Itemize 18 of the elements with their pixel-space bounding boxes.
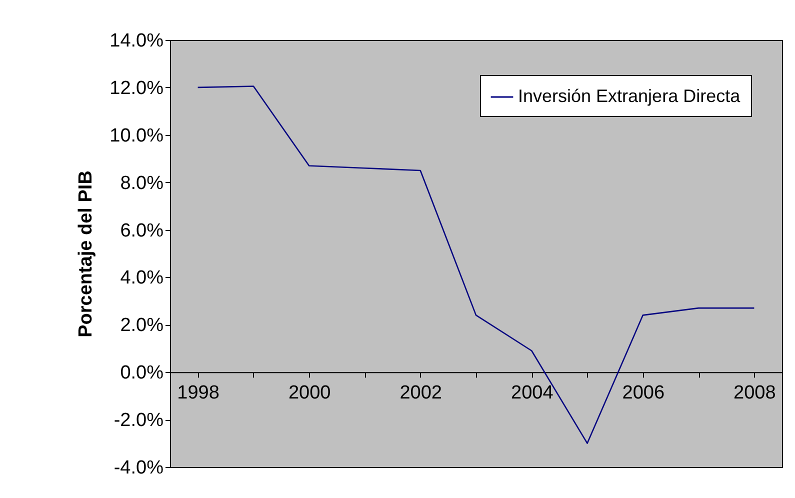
y-tick-label: -2.0% [114,410,164,432]
x-tick-label: 2006 [622,382,665,404]
y-tick-label: 6.0% [120,220,164,242]
x-tick-label: 2004 [510,382,554,404]
legend-label: Inversión Extranjera Directa [518,86,742,106]
y-tick-label: -4.0% [114,458,164,478]
x-tick-label: 2000 [288,382,331,404]
y-tick-label: 2.0% [120,315,164,336]
y-axis-title: Porcentaje del PIB [76,170,97,338]
x-tick-label: 1998 [177,382,220,404]
y-tick-label: 0.0% [120,362,164,384]
x-tick-label: 2008 [734,382,776,404]
y-tick-label: 8.0% [120,172,164,194]
y-tick-label: 10.0% [110,125,164,146]
y-tick-label: 14.0% [110,30,164,52]
x-tick-label: 2002 [400,382,442,404]
y-tick-label: 4.0% [120,268,164,289]
y-tick-label: 12.0% [110,78,164,99]
